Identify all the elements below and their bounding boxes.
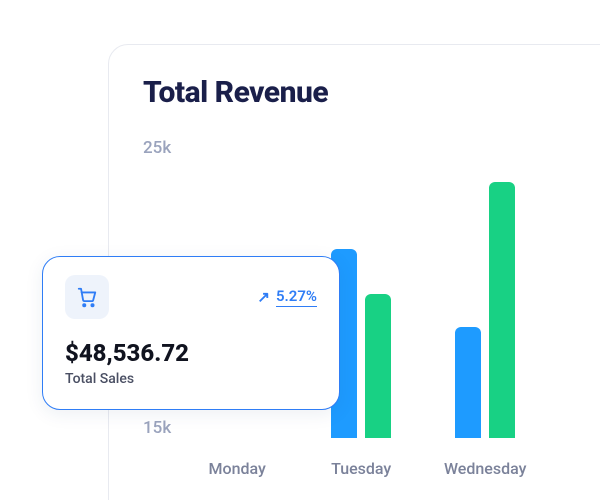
- kpi-delta[interactable]: ↗ 5.27%: [257, 287, 317, 307]
- kpi-delta-pct: 5.27%: [276, 287, 317, 307]
- day-group: [437, 138, 533, 438]
- bar-pair: [331, 138, 391, 438]
- y-tick: 25k: [143, 138, 171, 158]
- kpi-header: ↗ 5.27%: [65, 275, 317, 319]
- total-sales-card[interactable]: ↗ 5.27% $48,536.72 Total Sales: [42, 256, 340, 410]
- bar-series-a[interactable]: [455, 327, 481, 438]
- x-axis-label: Th: [561, 459, 600, 478]
- chart-title: Total Revenue: [143, 75, 600, 110]
- x-axis-labels: Monday Tuesday Wednesday Th: [189, 459, 600, 478]
- bar-pair: [579, 138, 600, 438]
- bar-series-b[interactable]: [365, 294, 391, 438]
- x-axis-label: Monday: [189, 459, 285, 478]
- kpi-label: Total Sales: [65, 371, 317, 387]
- cart-icon: [65, 275, 109, 319]
- x-axis-label: Wednesday: [437, 459, 533, 478]
- x-axis-label: Tuesday: [313, 459, 409, 478]
- day-group: [561, 138, 600, 438]
- arrow-up-right-icon: ↗: [257, 288, 270, 306]
- y-tick: 15k: [143, 418, 171, 438]
- bar-pair: [455, 138, 515, 438]
- bar-series-b[interactable]: [489, 182, 515, 438]
- kpi-value: $48,536.72: [65, 339, 317, 367]
